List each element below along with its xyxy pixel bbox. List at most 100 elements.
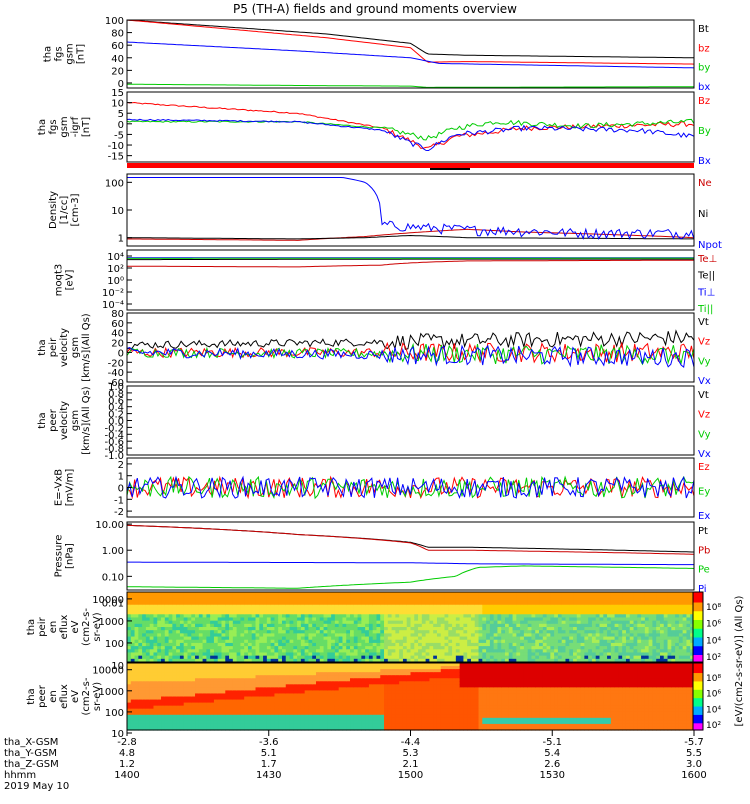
y-tick-label: 10.00: [95, 520, 124, 531]
legend-Vy: Vy: [698, 356, 711, 367]
legend-Ti||: Ti||: [697, 304, 713, 315]
y-axis-label: [nPa]: [65, 543, 76, 569]
legend-Pt: Pt: [698, 526, 708, 537]
legend-Vz: Vz: [698, 410, 710, 421]
panel-frame: [127, 386, 694, 455]
y-axis-label: [1/cc]: [59, 196, 70, 225]
y-tick-label: 10000: [92, 595, 124, 606]
y-tick-label: 0: [118, 120, 124, 131]
y-axis-label: [cm-3]: [70, 193, 81, 226]
y-axis-label: tha: [37, 339, 48, 355]
legend-Bz: Bz: [698, 96, 710, 107]
y-axis-label: moqt3: [54, 264, 65, 297]
y-tick-label: 100: [105, 639, 124, 650]
y-tick-label: 100: [105, 16, 124, 27]
y-tick-label: 20: [111, 66, 124, 77]
y-axis-label: velocity: [59, 328, 70, 367]
y-axis-label: gsm: [59, 116, 70, 137]
y-axis-label: tha: [37, 119, 48, 135]
y-axis-label: peir: [48, 337, 59, 357]
y-tick-label: -5: [114, 130, 124, 141]
y-axis-label: [km/s](All Qs): [81, 386, 92, 454]
legend-Ey: Ey: [698, 487, 710, 498]
y-axis-label: eflux: [59, 615, 70, 640]
panel-frame: [127, 92, 694, 162]
y-tick-label: 10: [111, 206, 124, 217]
y-axis-label: fgs: [54, 46, 65, 61]
y-tick-label: -10: [108, 141, 124, 152]
y-tick-label: -15: [108, 152, 124, 163]
series-line-Te⊥: [127, 260, 694, 267]
figure-title: P5 (TH-A) fields and ground moments over…: [233, 2, 517, 16]
series-line-Npot: [127, 178, 694, 239]
legend-bx: bx: [698, 82, 710, 93]
y-tick-label: 1: [118, 234, 124, 245]
y-axis-label: peir: [37, 616, 48, 636]
y-axis-label: sr-eV): [92, 612, 103, 641]
y-tick-label: -1: [114, 495, 124, 506]
series-line-Pe: [127, 566, 694, 588]
y-axis-label: [eV]: [65, 270, 76, 291]
legend-Vt: Vt: [698, 390, 709, 401]
series-line-Ni: [127, 236, 694, 239]
y-axis-label: E=-VxB: [54, 469, 65, 506]
legend-Ne: Ne: [698, 178, 712, 189]
y-tick-label: 80: [111, 29, 124, 40]
legend-Npot: Npot: [698, 240, 722, 251]
series-line-Vt: [127, 331, 694, 349]
legend-Pb: Pb: [698, 545, 710, 556]
legend-Ez: Ez: [698, 462, 710, 473]
y-axis-label: [km/s](All Qs): [81, 313, 92, 381]
legend-Ni: Ni: [698, 209, 708, 220]
legend-Vx: Vx: [698, 376, 711, 387]
panel-frame: [127, 313, 694, 382]
y-tick-label: 40: [111, 54, 124, 65]
legend-Ex: Ex: [698, 511, 710, 522]
panel-frame: [127, 20, 694, 88]
y-axis-label: -igrf: [70, 116, 81, 137]
series-line-Bt: [127, 20, 694, 58]
y-axis-label: velocity: [59, 401, 70, 440]
y-axis-label: (cm2-s-: [81, 608, 92, 646]
panel-6: 1.00.80.60.40.20.0-0.2-0.4-0.6-0.8-1.0th…: [37, 382, 711, 462]
y-axis-label: [mV/m]: [65, 469, 76, 507]
y-tick-label: 10⁰: [107, 276, 124, 287]
y-axis-label: Density: [48, 191, 59, 229]
y-axis-label: eV: [70, 620, 81, 633]
y-axis-label: en: [48, 621, 59, 634]
y-tick-label: 10⁴: [107, 252, 124, 263]
legend-Vt: Vt: [698, 317, 709, 328]
y-axis-label: [nT]: [81, 117, 92, 137]
legend-By: By: [698, 126, 711, 137]
y-axis-label: Pressure: [54, 535, 65, 578]
y-axis-label: gsm: [70, 337, 81, 358]
y-tick-label: 10²: [107, 264, 124, 275]
legend-Pe: Pe: [698, 565, 710, 576]
legend-Te||: Te||: [697, 271, 715, 282]
legend-Vy: Vy: [698, 429, 711, 440]
y-tick-label: 0.10: [102, 572, 124, 583]
y-tick-label: 10: [111, 99, 124, 110]
y-tick-label: 10⁻²: [102, 288, 124, 299]
legend-Bx: Bx: [698, 156, 711, 167]
y-tick-label: 0: [118, 484, 124, 495]
y-tick-label: -2: [114, 507, 124, 518]
y-tick-label: 5: [118, 109, 124, 120]
y-axis-label: fgs: [48, 119, 59, 134]
series-line-Te||: [127, 259, 694, 260]
y-axis-label: [nT]: [76, 44, 87, 64]
series-line-by: [127, 84, 694, 87]
legend-Ti⊥: Ti⊥: [697, 287, 715, 298]
panel-frame: [127, 458, 694, 517]
series-line-Pi: [127, 562, 694, 565]
legend-by: by: [698, 63, 710, 74]
